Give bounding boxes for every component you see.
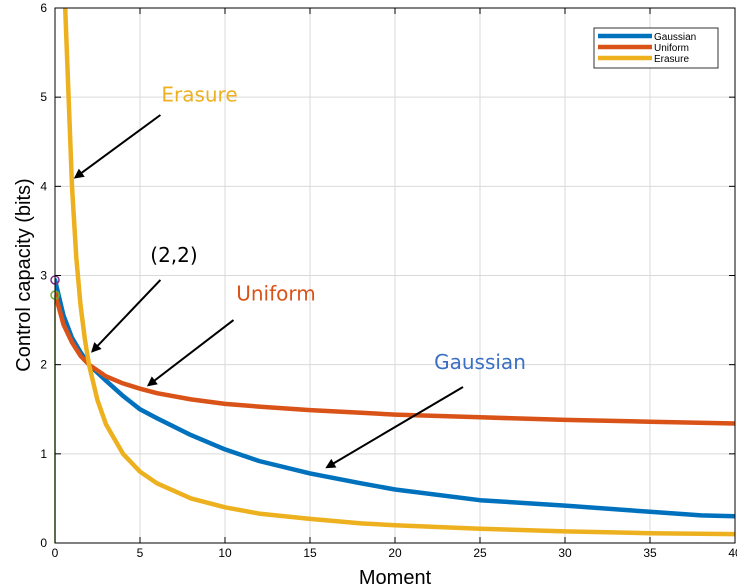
- legend-label-erasure: Erasure: [654, 54, 689, 65]
- annotation-layer: Erasure (2,2) Uniform Gaussian: [73, 83, 526, 469]
- annotation-arrow-erasure: [73, 114, 161, 179]
- series-erasure-line: [62, 8, 735, 537]
- legend-label-uniform: Uniform: [654, 43, 689, 54]
- y-tick-label: 0: [40, 536, 47, 550]
- y-tick-label: 1: [40, 447, 47, 461]
- x-tick-label: 40: [728, 546, 737, 560]
- y-axis-title: Control capacity (bits): [13, 178, 35, 371]
- series-layer: [55, 8, 735, 537]
- y-tick-label: 2: [40, 358, 47, 372]
- y-tick-label: 3: [40, 269, 47, 283]
- y-tick-label: 6: [40, 1, 47, 15]
- y-tick-label: 4: [40, 179, 47, 193]
- x-tick-label: 10: [218, 546, 232, 560]
- x-axis-title: Moment: [359, 567, 432, 588]
- series-uniform-line: [55, 291, 735, 426]
- tick-layer: 0 5 10 15 20 25 30 35 40 0 1 2 3 4 5 6: [40, 1, 737, 560]
- x-tick-label: 30: [558, 546, 572, 560]
- annotation-arrow-22: [91, 279, 162, 353]
- annotation-label-erasure: Erasure: [161, 83, 237, 107]
- annotation-label-uniform: Uniform: [236, 281, 316, 305]
- x-tick-label: 25: [473, 546, 487, 560]
- x-tick-label: 5: [137, 546, 144, 560]
- x-tick-label: 20: [388, 546, 402, 560]
- x-tick-label: 15: [303, 546, 317, 560]
- annotation-arrow-uniform: [146, 319, 235, 387]
- annotation-arrow-gaussian: [325, 386, 464, 469]
- x-tick-label: 0: [52, 546, 59, 560]
- x-tick-label: 35: [643, 546, 657, 560]
- annotation-label-gaussian: Gaussian: [434, 350, 526, 374]
- legend-label-gaussian: Gaussian: [654, 32, 696, 43]
- annotation-label-22: (2,2): [150, 243, 197, 267]
- y-tick-label: 5: [40, 90, 47, 104]
